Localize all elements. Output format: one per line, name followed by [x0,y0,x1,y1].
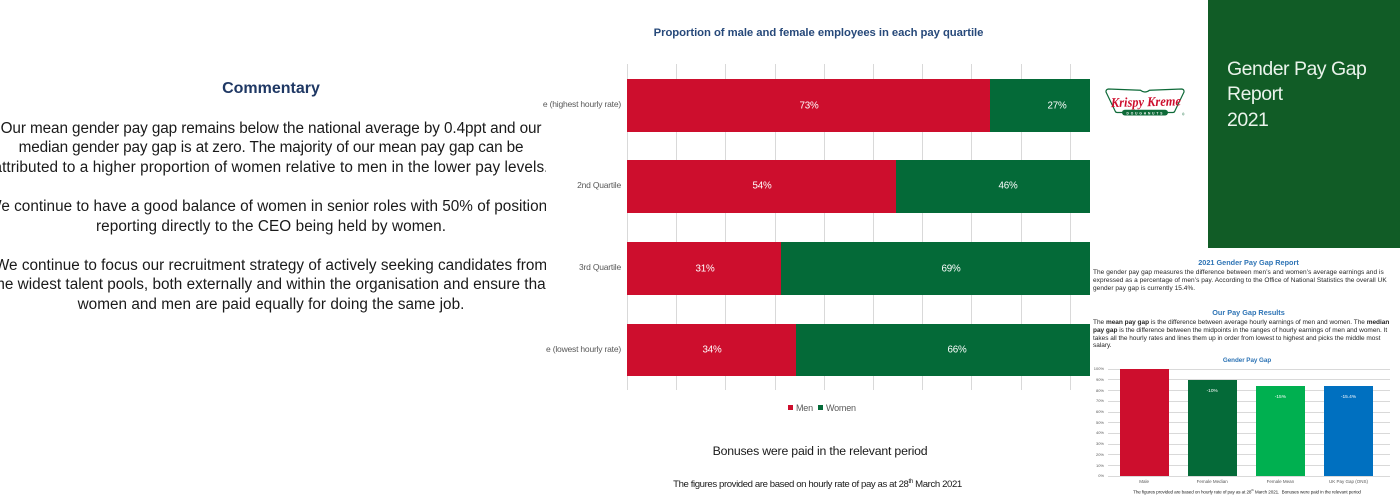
svg-text:DOUGHNUTS: DOUGHNUTS [1126,111,1163,115]
svg-text:Krispy Kreme: Krispy Kreme [1109,93,1180,110]
svg-text:®: ® [1182,112,1185,116]
